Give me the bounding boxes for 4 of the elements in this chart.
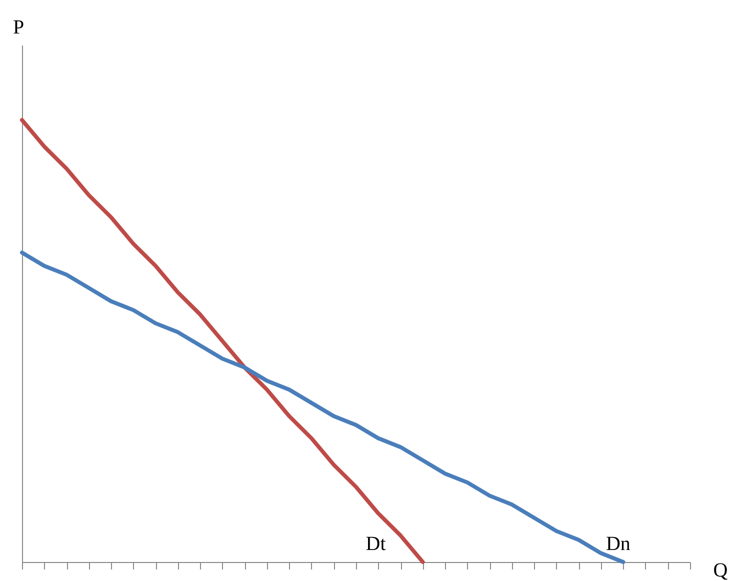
x-axis-title: Q [713,560,728,581]
series-label: Dn [606,533,630,555]
series-label: Dt [366,533,386,555]
y-axis-title: P [12,16,24,38]
